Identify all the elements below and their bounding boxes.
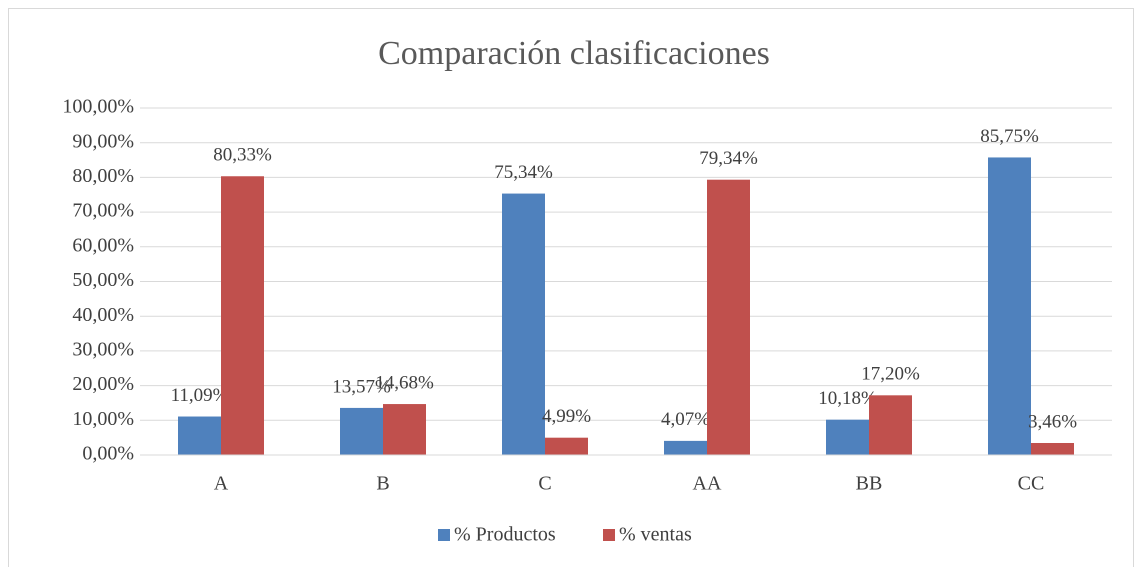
bar	[178, 416, 221, 455]
bar	[545, 437, 588, 455]
value-label: 75,34%	[494, 162, 553, 183]
y-tick-label: 30,00%	[72, 338, 134, 360]
legend-label: % ventas	[619, 524, 692, 546]
y-tick-label: 70,00%	[72, 200, 134, 222]
value-label: 80,33%	[213, 145, 272, 166]
value-label: 79,34%	[699, 148, 758, 169]
y-tick-label: 90,00%	[72, 130, 134, 152]
y-tick-label: 50,00%	[72, 269, 134, 291]
y-tick-label: 100,00%	[62, 96, 134, 118]
x-tick-label: AA	[693, 473, 722, 495]
value-label: 14,68%	[375, 372, 434, 393]
bar	[869, 395, 912, 455]
value-label: 85,75%	[980, 126, 1039, 147]
bar	[707, 179, 750, 456]
y-tick-label: 20,00%	[72, 373, 134, 395]
legend-swatch	[438, 529, 450, 541]
value-label: 11,09%	[171, 385, 229, 406]
bar	[988, 157, 1031, 455]
y-tick-label: 0,00%	[82, 443, 134, 465]
value-label: 3,46%	[1028, 411, 1077, 432]
legend-label: % Productos	[454, 524, 556, 546]
bar	[1031, 442, 1074, 455]
x-tick-label: C	[538, 473, 551, 495]
value-label: 17,20%	[861, 364, 920, 385]
x-tick-label: CC	[1018, 473, 1045, 495]
x-tick-label: BB	[856, 473, 883, 495]
y-tick-label: 60,00%	[72, 234, 134, 256]
chart-title: Comparación clasificaciones	[378, 35, 770, 72]
bar	[340, 407, 383, 455]
legend-swatch	[603, 529, 615, 541]
bar	[383, 404, 426, 455]
x-tick-label: B	[376, 473, 389, 495]
value-label: 10,18%	[818, 388, 877, 409]
y-tick-label: 10,00%	[72, 408, 134, 430]
value-label: 4,07%	[661, 409, 710, 430]
x-tick-label: A	[214, 473, 229, 495]
value-label: 13,57%	[332, 376, 391, 397]
value-label: 4,99%	[542, 406, 591, 427]
bar	[664, 440, 707, 455]
y-tick-label: 40,00%	[72, 304, 134, 326]
bar	[502, 193, 545, 456]
y-tick-label: 80,00%	[72, 165, 134, 187]
bar	[221, 176, 264, 456]
bar	[826, 419, 869, 455]
chart-frame	[8, 8, 1134, 567]
